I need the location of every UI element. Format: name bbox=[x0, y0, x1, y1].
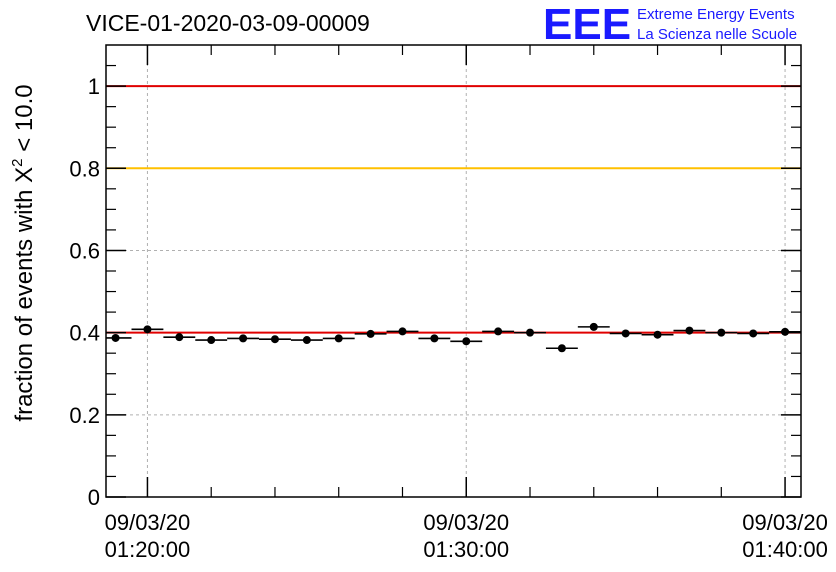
x-tick-date: 09/03/20 bbox=[742, 510, 828, 535]
x-tick-date: 09/03/20 bbox=[105, 510, 191, 535]
reference-lines bbox=[106, 85, 801, 334]
data-point bbox=[589, 322, 598, 331]
y-axis-label: fraction of events with X2 < 10.0 bbox=[9, 84, 38, 421]
data-points bbox=[106, 322, 801, 353]
x-tick-time: 01:20:00 bbox=[105, 537, 191, 562]
data-point bbox=[557, 344, 566, 353]
logo-line-2: La Scienza nelle Scuole bbox=[637, 26, 797, 43]
eee-logo: EEE Extreme Energy Events La Scienza nel… bbox=[543, 0, 797, 49]
data-point bbox=[494, 327, 503, 336]
y-axis: 0 0.2 0.4 0.6 0.8 1 bbox=[69, 64, 801, 510]
data-point bbox=[366, 329, 375, 338]
y-tick-label: 0.4 bbox=[69, 321, 100, 346]
logo-line-1: Extreme Energy Events bbox=[637, 6, 795, 23]
data-point bbox=[430, 334, 439, 343]
y-tick-label: 0.8 bbox=[69, 156, 100, 181]
data-point bbox=[143, 325, 152, 334]
data-point bbox=[398, 327, 407, 336]
data-point bbox=[717, 328, 726, 337]
data-point bbox=[749, 329, 758, 338]
data-point bbox=[270, 335, 279, 344]
data-point bbox=[334, 334, 343, 343]
x-tick-time: 01:40:00 bbox=[742, 537, 828, 562]
data-point bbox=[462, 337, 471, 346]
data-point bbox=[526, 328, 535, 337]
y-tick-label: 0.2 bbox=[69, 403, 100, 428]
x-axis: 09/03/2001:20:0009/03/2001:30:0009/03/20… bbox=[105, 45, 828, 562]
y-axis-label-main: fraction of events with X bbox=[11, 167, 38, 422]
chart-title: VICE-01-2020-03-09-00009 bbox=[86, 10, 370, 36]
data-point bbox=[621, 329, 630, 338]
data-point bbox=[175, 333, 184, 342]
data-point bbox=[239, 334, 248, 343]
plot-frame bbox=[105, 44, 802, 498]
y-tick-label: 0 bbox=[88, 485, 100, 510]
y-axis-label-sup: 2 bbox=[9, 158, 26, 166]
x-tick-date: 09/03/20 bbox=[423, 510, 509, 535]
logo-mark: EEE bbox=[543, 0, 631, 49]
data-point bbox=[653, 330, 662, 339]
y-tick-label: 0.6 bbox=[69, 238, 100, 263]
data-point bbox=[302, 336, 311, 345]
grid bbox=[106, 45, 801, 497]
data-point bbox=[111, 333, 120, 342]
data-point bbox=[685, 326, 694, 335]
data-point bbox=[207, 336, 216, 345]
y-tick-label: 1 bbox=[88, 74, 100, 99]
y-axis-label-tail: < 10.0 bbox=[11, 84, 38, 158]
x-tick-time: 01:30:00 bbox=[423, 537, 509, 562]
data-point bbox=[781, 327, 790, 336]
